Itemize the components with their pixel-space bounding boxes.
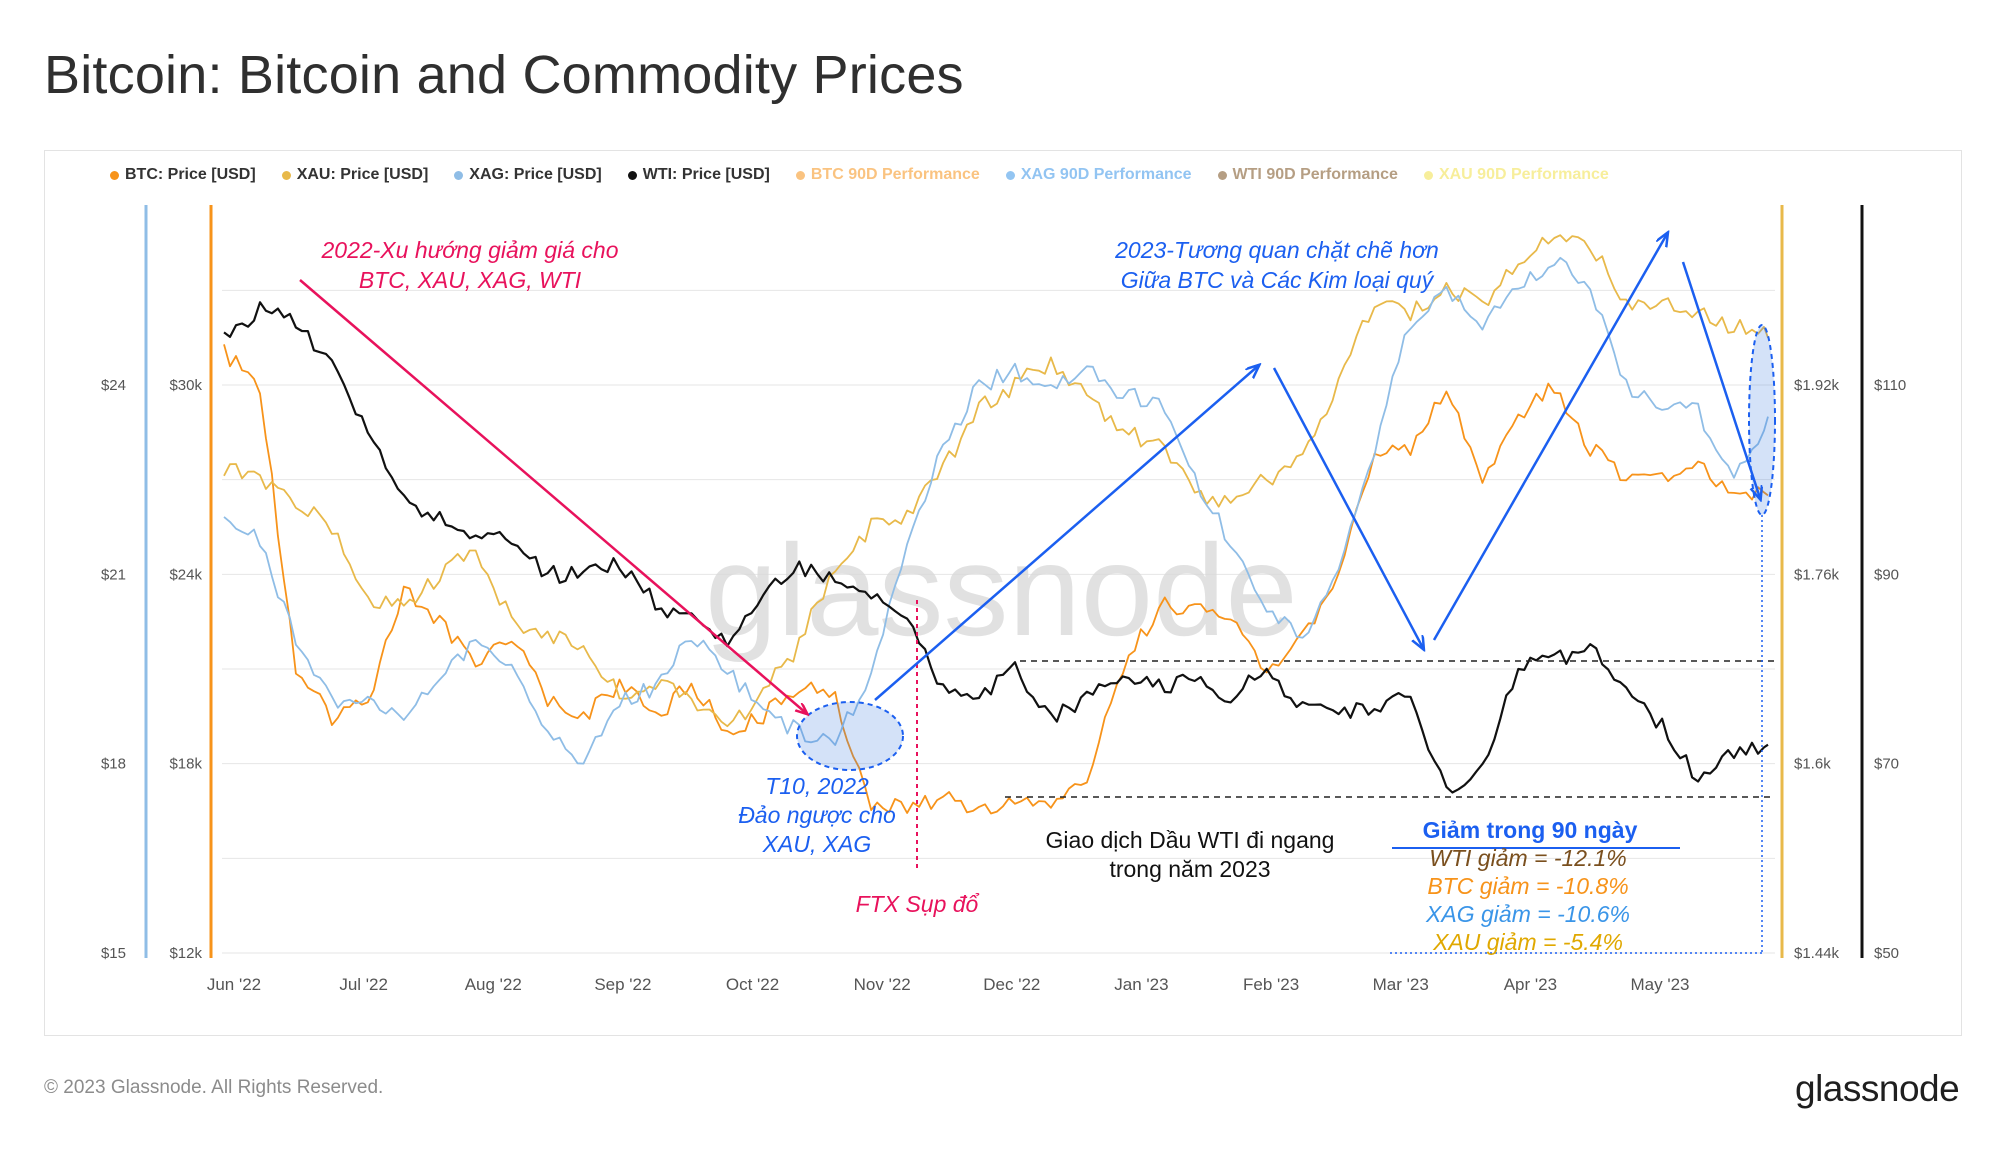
- legend-dot-icon: [1217, 170, 1227, 180]
- y-tick-xag: $21: [101, 566, 126, 583]
- legend-dot-icon: [281, 170, 291, 180]
- legend-label: WTI: Price [USD]: [642, 166, 770, 183]
- legend-label: WTI 90D Performance: [1232, 166, 1398, 183]
- y-tick-xau: $1.44k: [1794, 945, 1840, 962]
- may-2023-ellipse: [1748, 324, 1776, 516]
- y-tick-wti: $70: [1874, 756, 1899, 773]
- legend-dot-icon: [110, 170, 119, 180]
- y-tick-wti: $90: [1874, 566, 1899, 583]
- ann-2022-trend-1: 2022-Xu hướng giảm giá cho: [320, 237, 618, 263]
- x-tick-label: Mar '23: [1373, 975, 1429, 994]
- x-tick-label: Apr '23: [1504, 975, 1557, 994]
- y-tick-xag: $24: [101, 377, 126, 394]
- legend-dot-icon: [1423, 170, 1433, 180]
- series-line-xag: [223, 256, 1769, 765]
- legend: BTC: Price [USD] XAU: Price [USD] XAG: Pri…: [110, 166, 1635, 184]
- ann-2022-trend-2: BTC, XAU, XAG, WTI: [359, 267, 582, 293]
- legend-item-3[interactable]: WTI: Price [USD]: [627, 166, 770, 184]
- y-tick-xau: $1.92k: [1794, 377, 1840, 394]
- ann-ftx: FTX Sụp đổ: [856, 891, 980, 917]
- legend-item-2[interactable]: XAG: Price [USD]: [454, 166, 602, 184]
- ann-drop-wti: WTI giảm = -12.1%: [1429, 845, 1626, 871]
- ann-2023-corr-2: Giữa BTC và Các Kim loại quý: [1121, 267, 1435, 293]
- x-tick-label: Nov '22: [854, 975, 911, 994]
- x-tick-label: Oct '22: [726, 975, 779, 994]
- y-tick-xag: $15: [101, 945, 126, 962]
- legend-label: XAG 90D Performance: [1020, 166, 1192, 183]
- ann-wti-2: trong năm 2023: [1109, 856, 1270, 882]
- series-lines: [223, 234, 1769, 815]
- x-tick-label: Sep '22: [594, 975, 651, 994]
- trend-2023-arrow-1: [874, 366, 1258, 701]
- ann-wti-1: Giao dịch Dầu WTI đi ngang: [1046, 827, 1335, 853]
- legend-dot-icon: [627, 170, 637, 180]
- legend-dot-icon: [454, 170, 464, 180]
- x-tick-label: Aug '22: [465, 975, 522, 994]
- x-tick-label: Dec '22: [983, 975, 1040, 994]
- legend-item-0[interactable]: BTC: Price [USD]: [110, 166, 256, 184]
- legend-label: BTC 90D Performance: [810, 166, 980, 183]
- legend-dot-icon: [1005, 170, 1015, 180]
- gridlines: [222, 289, 1775, 954]
- ann-drop-xau: XAU giảm = -5.4%: [1432, 929, 1623, 955]
- ann-oct-2: Đảo ngược cho: [738, 802, 896, 828]
- legend-item-4[interactable]: BTC 90D Performance: [795, 166, 980, 184]
- legend-item-1[interactable]: XAU: Price [USD]: [281, 166, 429, 184]
- trend-2023-arrow-4: [1681, 261, 1760, 498]
- legend-label: XAU: Price [USD]: [296, 166, 429, 183]
- legend-label: XAG: Price [USD]: [469, 166, 602, 183]
- trend-2023-arrow-2: [1272, 367, 1423, 648]
- footer-copyright: © 2023 Glassnode. All Rights Reserved.: [44, 1077, 384, 1098]
- ann-drop-btc: BTC giảm = -10.8%: [1427, 873, 1628, 899]
- oct-2022-ellipse: [796, 701, 904, 771]
- y-tick-wti: $110: [1874, 377, 1906, 394]
- y-tick-btc: $12k: [169, 945, 202, 962]
- footer-brand-logo: glassnode: [1795, 1068, 1960, 1109]
- x-tick-label: Feb '23: [1243, 975, 1299, 994]
- ann-2023-corr-1: 2023-Tương quan chặt chẽ hơn: [1114, 237, 1439, 263]
- y-tick-btc: $18k: [169, 756, 202, 773]
- y-tick-btc: $24k: [169, 566, 202, 583]
- chart-panel: [44, 150, 1962, 1036]
- legend-dot-icon: [795, 170, 805, 180]
- x-tick-labels: Jun '22 Jul '22 Aug '22 Sep '22 Oct '22 Nov '…: [207, 975, 1690, 994]
- trend-2022-arrow: [299, 279, 806, 713]
- ann-oct-3: XAU, XAG: [762, 831, 872, 857]
- trend-2023-arrow-3: [1432, 234, 1667, 641]
- legend-item-7[interactable]: XAU 90D Performance: [1423, 166, 1609, 184]
- x-tick-label: Jan '23: [1114, 975, 1168, 994]
- x-tick-label: Jul '22: [339, 975, 388, 994]
- series-line-btc: [223, 344, 1769, 815]
- ann-oct-1: T10, 2022: [765, 773, 869, 799]
- y-tick-labels: $15 $18 $21 $24 $12k $18k $24k $30k $1.44k $1.6k $…: [101, 377, 1906, 962]
- y-tick-xau: $1.76k: [1794, 566, 1840, 583]
- y-tick-wti: $50: [1874, 945, 1899, 962]
- legend-item-5[interactable]: XAG 90D Performance: [1005, 166, 1192, 184]
- ann-drop-xag: XAG giảm = -10.6%: [1425, 901, 1630, 927]
- ann-drop-title: Giảm trong 90 ngày: [1423, 817, 1638, 843]
- chart-title: Bitcoin: Bitcoin and Commodity Prices: [44, 45, 964, 105]
- x-tick-label: May '23: [1631, 975, 1690, 994]
- series-line-xau: [223, 234, 1769, 728]
- legend-label: XAU 90D Performance: [1438, 166, 1609, 183]
- legend-label: BTC: Price [USD]: [125, 166, 256, 183]
- y-tick-xau: $1.6k: [1794, 756, 1831, 773]
- x-tick-label: Jun '22: [207, 975, 261, 994]
- y-tick-btc: $30k: [169, 377, 202, 394]
- legend-item-6[interactable]: WTI 90D Performance: [1217, 166, 1398, 184]
- y-tick-xag: $18: [101, 756, 126, 773]
- series-line-wti: [223, 301, 1769, 794]
